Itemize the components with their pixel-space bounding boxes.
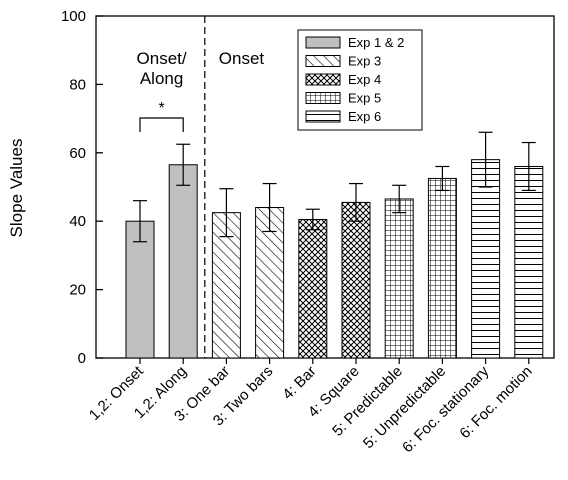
y-tick-label: 40 [69,213,86,230]
legend-swatch-1 [305,55,341,67]
legend-swatch-2 [305,73,341,86]
legend-label-1: Exp 3 [348,54,381,69]
legend[interactable]: Exp 1 & 2 Exp 3 Exp 4 Exp 5 Exp 6 [297,29,423,131]
legend-swatch-4 [305,110,341,123]
significance-marker: * [158,100,164,117]
y-axis: 0 20 40 60 80 100 [61,8,103,367]
legend-label-2: Exp 4 [348,72,381,87]
y-tick-label: 80 [69,76,86,93]
legend-label-4: Exp 6 [348,109,381,124]
y-axis-title: Slope Values [7,139,26,238]
legend-swatch-3 [305,92,341,104]
region-labels: Onset/Along Onset [137,16,265,358]
significance-bracket: * [139,100,184,132]
bar-4 [298,218,328,359]
bars [125,131,544,359]
bar-5 [341,201,371,359]
y-tick-label: 0 [78,350,86,367]
legend-label-0: Exp 1 & 2 [348,35,404,50]
bar-9 [514,165,544,359]
bar-8 [471,159,501,359]
region-label-right: Onset [219,49,265,68]
significance-bracket-line [139,117,184,132]
y-tick-label: 20 [69,282,86,299]
bar-7 [427,177,457,359]
legend-swatch-0 [305,36,341,49]
region-label-left: Along [140,69,183,88]
y-tick-label: 60 [69,145,86,162]
y-tick-label: 100 [61,8,86,25]
region-label-left: Onset/ [137,49,187,68]
bar-6 [384,198,414,359]
legend-label-3: Exp 5 [348,91,381,106]
bar-1 [168,164,198,359]
x-tick-label: 4: Bar [279,363,319,403]
